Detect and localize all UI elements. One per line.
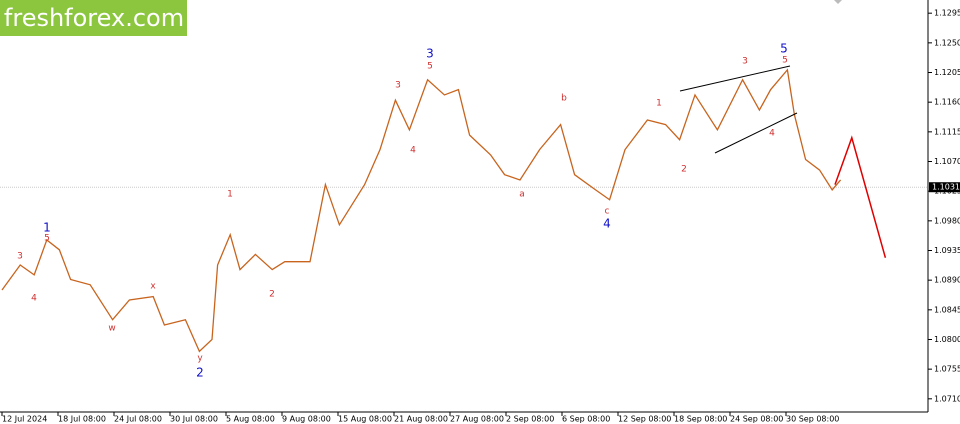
x-tick-label: 15 Aug 08:00 — [338, 415, 392, 424]
shift-marker — [834, 0, 842, 4]
y-tick-label: 1.1070 — [934, 157, 960, 166]
x-tick-label: 27 Aug 08:00 — [450, 415, 504, 424]
x-tick-label: 5 Aug 08:00 — [226, 415, 275, 424]
wave-label: 2 — [269, 290, 275, 300]
y-tick-label: 1.0800 — [934, 335, 960, 344]
wave-label: y — [197, 354, 203, 364]
y-tick-label: 1.0935 — [934, 246, 960, 255]
wave-label: 3 — [426, 47, 434, 61]
x-tick-label: 9 Aug 08:00 — [282, 415, 331, 424]
wave-label: b — [561, 94, 567, 104]
y-tick-label: 1.1205 — [934, 68, 960, 77]
wave-label: c — [605, 207, 610, 217]
y-tick-label: 1.1160 — [934, 98, 960, 107]
y-tick-label: 1.0890 — [934, 276, 960, 285]
wave-label: 3 — [17, 252, 23, 262]
x-tick-label: 12 Sep 08:00 — [618, 415, 671, 424]
wedge-line — [714, 112, 798, 154]
wave-label: 2 — [681, 165, 687, 175]
wave-label: 4 — [31, 294, 37, 304]
y-tick-label: 1.0755 — [934, 365, 960, 374]
wave-label: 5 — [780, 42, 788, 56]
plot-area — [0, 0, 928, 412]
y-tick-label: 1.1295 — [934, 9, 960, 18]
wave-label: 5 — [427, 62, 433, 72]
y-tick-label: 1.1115 — [934, 127, 960, 136]
y-tick-label: 1.0845 — [934, 305, 960, 314]
wedge-line — [679, 65, 791, 92]
wave-label: 5 — [782, 56, 788, 66]
last-price-box — [929, 182, 960, 193]
y-tick-label: 1.0710 — [934, 394, 960, 403]
last-price-label: 1.1031 — [932, 183, 960, 192]
plot — [0, 68, 928, 353]
x-tick-label: 24 Jul 08:00 — [114, 415, 162, 424]
price-line — [1, 68, 842, 353]
x-tick-label: 6 Sep 08:00 — [562, 415, 610, 424]
x-tick-label: 2 Sep 08:00 — [506, 415, 554, 424]
wave-label: a — [519, 190, 525, 200]
logo-box — [0, 0, 187, 36]
y-tick-label: 1.1250 — [934, 38, 960, 47]
wave-label: 3 — [742, 57, 748, 67]
wave-label: 1 — [227, 190, 233, 200]
price-line — [834, 135, 887, 258]
logo: freshforex.com — [4, 4, 184, 32]
x-tick-label: 30 Jul 08:00 — [170, 415, 218, 424]
x-tick-label: 12 Jul 2024 — [2, 415, 47, 424]
wave-label: 2 — [196, 366, 204, 380]
wave-label: w — [108, 324, 115, 334]
y-tick-label: 1.0980 — [934, 216, 960, 225]
wave-label: 4 — [603, 217, 611, 231]
x-tick-label: 24 Sep 08:00 — [730, 415, 783, 424]
wave-label: 4 — [769, 129, 775, 139]
x-tick-label: 30 Sep 08:00 — [786, 415, 839, 424]
x-tick-label: 18 Sep 08:00 — [674, 415, 727, 424]
x-tick-label: 18 Jul 08:00 — [58, 415, 106, 424]
wave-label: 1 — [43, 221, 51, 235]
x-tick-label: 21 Aug 08:00 — [394, 415, 448, 424]
wave-label: 3 — [395, 81, 401, 91]
wave-label: 5 — [44, 234, 50, 244]
wave-label: 1 — [656, 99, 662, 109]
wave-label: x — [150, 282, 156, 292]
wave-label: 4 — [410, 146, 416, 156]
